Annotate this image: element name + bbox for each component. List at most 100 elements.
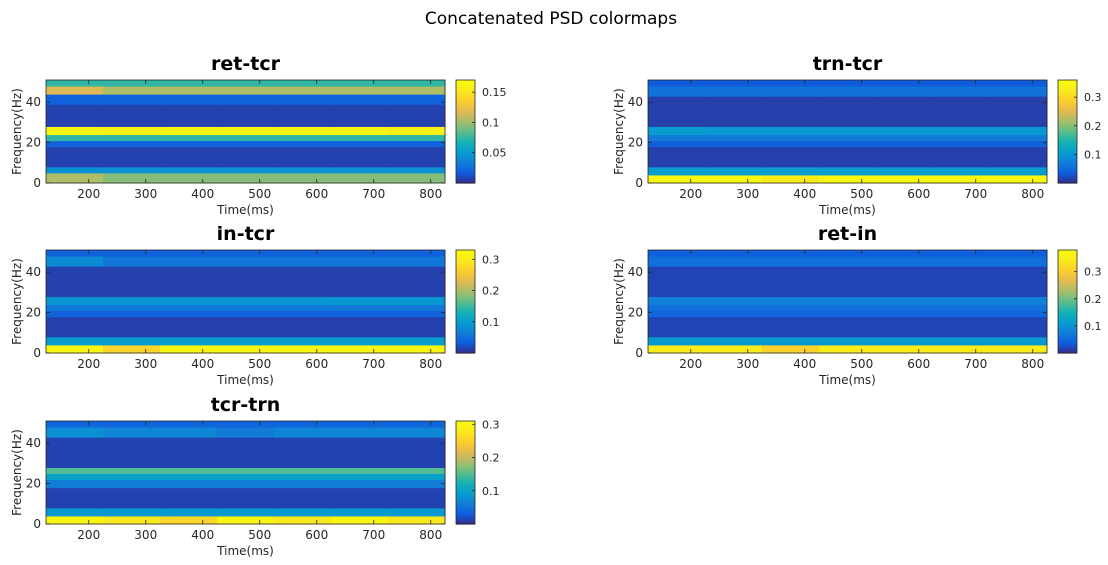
colorbar-segment xyxy=(1058,336,1077,340)
heatmap-cell xyxy=(217,140,275,148)
colorbar-segment xyxy=(456,466,475,469)
colorbar-segment xyxy=(1058,349,1077,352)
colorbar-segment xyxy=(1058,115,1077,118)
heatmap-cell xyxy=(388,479,446,489)
colorbar-segment xyxy=(1058,171,1077,174)
heatmap-cell xyxy=(217,427,275,438)
heatmap-cell xyxy=(933,336,991,346)
heatmap-cell xyxy=(103,146,161,168)
heatmap-cell xyxy=(103,134,161,142)
colorbar-tick-label: 0.3 xyxy=(482,418,500,431)
heatmap-cell xyxy=(705,166,763,176)
colorbar-segment xyxy=(1058,262,1077,266)
heatmap-cell xyxy=(160,515,218,525)
colorbar-segment xyxy=(1058,306,1077,309)
heatmap-cell xyxy=(217,296,275,306)
heatmap-cell xyxy=(388,427,446,438)
heatmap-cell xyxy=(990,140,1048,148)
x-tick-label: 300 xyxy=(134,357,157,371)
colorbar-tick-label: 0.2 xyxy=(482,285,500,298)
heatmap-cell xyxy=(705,336,763,346)
colorbar-segment xyxy=(456,340,475,343)
colorbar-segment xyxy=(456,504,475,507)
heatmap-cell xyxy=(762,80,820,87)
heatmap-cell xyxy=(762,140,820,148)
heatmap-cell xyxy=(217,437,275,468)
colorbar-segment xyxy=(456,448,475,451)
colorbar-segment xyxy=(456,349,475,352)
heatmap-cell xyxy=(876,166,934,176)
colorbar-segment xyxy=(1058,253,1077,256)
colorbar-tick-label: 0.1 xyxy=(1084,320,1102,333)
colorbar-segment xyxy=(1058,157,1077,160)
heatmap-cell xyxy=(990,344,1048,354)
colorbar-segment xyxy=(456,461,475,464)
heatmap-cell xyxy=(331,507,389,517)
colorbar-segment xyxy=(1058,174,1077,178)
colorbar-segment xyxy=(456,458,475,461)
x-tick-label: 600 xyxy=(305,528,328,542)
colorbar-segment xyxy=(1058,83,1077,86)
heatmap-cell xyxy=(46,126,104,136)
colorbar-segment xyxy=(1058,144,1077,147)
heatmap-cell xyxy=(762,250,820,257)
heatmap-cell xyxy=(648,146,706,168)
colorbar-segment xyxy=(456,475,475,478)
heatmap-cell xyxy=(990,166,1048,176)
heatmap-cell xyxy=(331,296,389,306)
colorbar-segment xyxy=(456,425,475,429)
colorbar-segment xyxy=(1058,154,1077,157)
heatmap-cell xyxy=(217,104,275,127)
heatmap-cell xyxy=(274,250,332,257)
colorbar-segment xyxy=(456,250,475,253)
colorbar-segment xyxy=(1058,317,1077,320)
heatmap-cell xyxy=(762,266,820,297)
colorbar-segment xyxy=(1058,285,1077,288)
colorbar-segment xyxy=(456,433,475,437)
heatmap-cell xyxy=(876,336,934,346)
colorbar-segment xyxy=(456,128,475,131)
y-tick-label: 0 xyxy=(33,176,41,190)
heatmap-cell xyxy=(46,473,104,481)
colorbar-segment xyxy=(1058,312,1077,315)
colorbar-segment xyxy=(1058,96,1077,99)
heatmap-cell xyxy=(217,146,275,168)
heatmap-cells xyxy=(46,250,446,354)
heatmap-cell xyxy=(274,336,332,346)
x-tick-label: 800 xyxy=(419,187,442,201)
heatmap-cell xyxy=(331,487,389,509)
colorbar-segment xyxy=(456,488,475,491)
colorbar-segment xyxy=(456,162,475,165)
y-axis-label: Frequency(Hz) xyxy=(10,258,24,345)
colorbar-segment xyxy=(1058,343,1077,346)
colorbar-segment xyxy=(456,311,475,314)
colorbar-segment xyxy=(456,269,475,272)
colorbar-segment xyxy=(456,278,475,282)
heatmap-cell xyxy=(274,134,332,142)
heatmap-cell xyxy=(274,515,332,525)
x-tick-label: 400 xyxy=(793,357,816,371)
colorbar-segment xyxy=(456,287,475,290)
heatmap-cell xyxy=(648,174,706,184)
heatmap-cell xyxy=(648,316,706,338)
y-tick-label: 20 xyxy=(628,136,643,150)
colorbar-box xyxy=(455,79,476,184)
x-tick-label: 200 xyxy=(679,187,702,201)
colorbar-segment xyxy=(456,256,475,259)
axes-box xyxy=(45,420,446,525)
heatmap-cell xyxy=(274,256,332,267)
colorbar-segment xyxy=(456,96,475,99)
colorbar-segment xyxy=(456,295,475,298)
heatmap-cell xyxy=(274,296,332,306)
x-tick-label: 200 xyxy=(77,357,100,371)
heatmap-cell xyxy=(103,80,161,87)
heatmap-cell xyxy=(388,515,446,525)
heatmap-cell xyxy=(388,134,446,142)
colorbar-segment xyxy=(1058,165,1077,168)
heatmap-cell xyxy=(331,427,389,438)
colorbar-segment xyxy=(456,141,475,144)
heatmap-cell xyxy=(705,296,763,306)
heatmap-cell xyxy=(103,250,161,257)
heatmap-cell xyxy=(705,140,763,148)
x-tick-label: 500 xyxy=(850,357,873,371)
